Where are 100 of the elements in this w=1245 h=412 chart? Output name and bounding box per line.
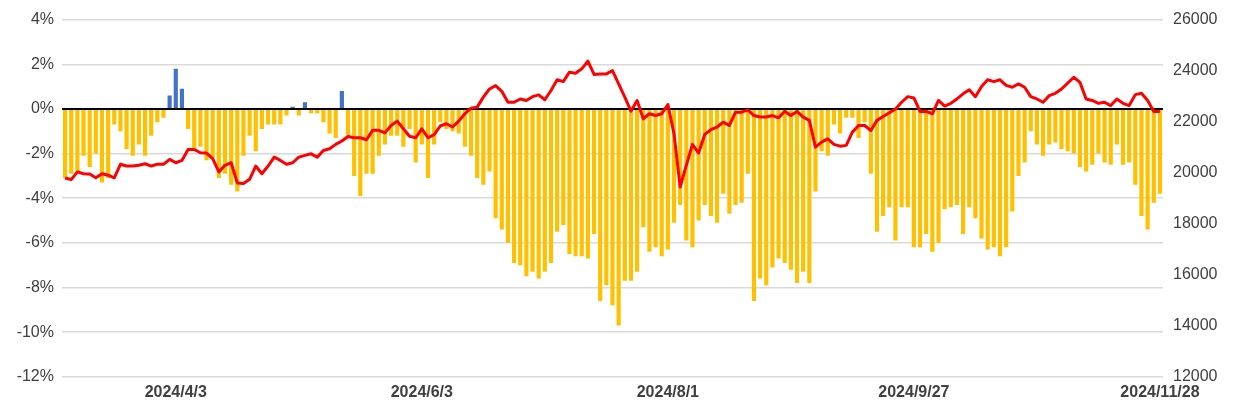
bar	[659, 109, 664, 257]
bar	[81, 109, 86, 156]
y-tick-label: -6%	[25, 233, 54, 251]
bar	[358, 109, 363, 196]
bar	[1114, 109, 1119, 145]
bar	[751, 109, 757, 301]
y-tick-label: -4%	[25, 188, 54, 206]
bar	[905, 109, 910, 208]
bar	[407, 109, 412, 129]
bar	[733, 109, 738, 205]
bar	[844, 109, 849, 118]
bar	[985, 109, 990, 250]
bar	[524, 109, 529, 277]
bar	[1010, 109, 1015, 212]
bar	[936, 109, 941, 243]
bar	[942, 109, 947, 210]
x-tick-label: 2024/8/1	[636, 382, 700, 400]
y-tick-label: 0%	[30, 99, 54, 117]
bar	[186, 109, 191, 129]
bar	[917, 109, 923, 248]
bar	[1034, 109, 1039, 145]
bar	[530, 109, 535, 272]
bar	[794, 109, 800, 284]
bar	[265, 109, 271, 125]
bar	[173, 68, 178, 108]
bar	[598, 109, 603, 301]
bar	[585, 109, 590, 259]
bar	[807, 109, 812, 284]
bar	[62, 109, 68, 179]
bar	[75, 109, 80, 172]
bar	[438, 109, 443, 123]
bar	[345, 109, 351, 136]
bar	[850, 109, 855, 118]
x-tick-label: 2024/9/27	[878, 382, 950, 400]
bar	[339, 91, 344, 108]
bar	[155, 109, 160, 123]
bar	[831, 109, 837, 125]
bar	[296, 109, 301, 116]
bar	[967, 109, 972, 208]
bar	[481, 109, 486, 185]
bar	[610, 109, 615, 306]
bar	[1127, 109, 1132, 163]
bar	[333, 109, 338, 138]
bar	[887, 109, 892, 208]
bar	[1022, 109, 1027, 163]
x-tick-label: 2024/4/3	[144, 382, 208, 400]
bar	[961, 109, 966, 234]
bar	[468, 109, 474, 156]
y2-tick-label: 16000	[1173, 265, 1218, 283]
bar	[604, 109, 609, 286]
y2-tick-label: 20000	[1173, 163, 1218, 181]
bar	[302, 102, 308, 108]
bar	[259, 109, 264, 129]
bar	[1120, 109, 1126, 165]
bar	[1004, 109, 1009, 248]
bar	[241, 109, 246, 156]
bar	[284, 109, 289, 116]
bar	[696, 109, 701, 221]
bar	[881, 109, 886, 217]
bar	[1059, 109, 1064, 150]
bar	[579, 109, 584, 257]
bar	[979, 109, 984, 239]
bar	[641, 109, 646, 228]
bar	[542, 109, 547, 272]
y-tick-label: -2%	[25, 143, 54, 161]
bar	[1145, 109, 1150, 230]
bar	[278, 109, 283, 125]
bar	[112, 109, 117, 125]
bar	[247, 109, 252, 136]
bar	[555, 109, 560, 232]
bar	[1157, 109, 1163, 194]
bar	[561, 109, 566, 225]
bar	[1108, 109, 1113, 165]
y2-tick-label: 12000	[1173, 367, 1218, 385]
bar	[505, 109, 511, 243]
bar	[1133, 109, 1138, 185]
bar	[788, 109, 793, 270]
bar	[991, 109, 996, 248]
bar	[1090, 109, 1095, 165]
bar	[973, 109, 978, 219]
bar	[764, 109, 769, 286]
y2-tick-label: 26000	[1173, 10, 1218, 28]
bar	[647, 109, 652, 252]
bar	[727, 109, 732, 214]
bar	[1047, 109, 1052, 145]
bar	[499, 109, 504, 230]
y-tick-label: -8%	[25, 277, 54, 295]
bar	[874, 109, 880, 232]
y-tick-label: -10%	[16, 322, 54, 340]
bar	[536, 109, 541, 279]
bar	[567, 109, 572, 255]
bar	[1151, 109, 1156, 203]
bar	[106, 109, 111, 179]
bar	[665, 109, 670, 250]
bar	[954, 109, 960, 205]
bar	[136, 109, 141, 145]
bar	[745, 109, 750, 174]
bar	[1139, 109, 1144, 217]
bar	[1028, 109, 1033, 132]
bar	[179, 88, 185, 108]
